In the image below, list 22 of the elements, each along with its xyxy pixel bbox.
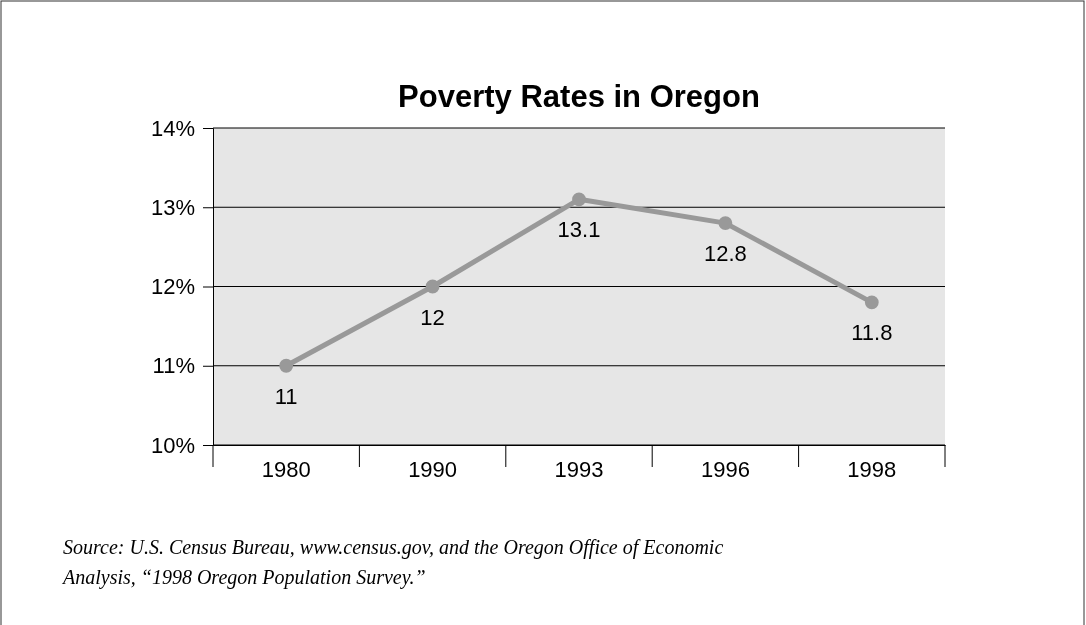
y-tick-label: 13% bbox=[150, 194, 195, 220]
point bbox=[279, 358, 294, 373]
y-tick-label: 11% bbox=[152, 353, 195, 379]
chart-title: Poverty Rates in Oregon bbox=[398, 79, 760, 114]
data-label: 13.1 bbox=[557, 217, 601, 243]
point bbox=[864, 295, 879, 310]
data-label: 11 bbox=[274, 383, 298, 409]
x-tick-label: 1998 bbox=[847, 456, 897, 482]
y-tick-label: 12% bbox=[150, 274, 195, 300]
data-label: 11.8 bbox=[851, 320, 893, 346]
x-tick-label: 1993 bbox=[554, 456, 604, 482]
point bbox=[572, 192, 586, 207]
x-tick-label: 1980 bbox=[261, 456, 311, 482]
point bbox=[425, 279, 440, 294]
source-note: Source: U.S. Census Bureau, www.census.gov, and the Oregon Office of Economic Analysis, “1998 Oregon Population Survey.” bbox=[61, 536, 724, 589]
point bbox=[718, 216, 733, 230]
y-tick-label: 14% bbox=[150, 115, 195, 141]
x-tick-label: 1990 bbox=[408, 456, 458, 482]
y-tick-label: 10% bbox=[150, 432, 195, 458]
data-label: 12 bbox=[420, 304, 445, 330]
x-tick-label: 1996 bbox=[700, 456, 750, 482]
data-label: 12.8 bbox=[703, 241, 747, 267]
